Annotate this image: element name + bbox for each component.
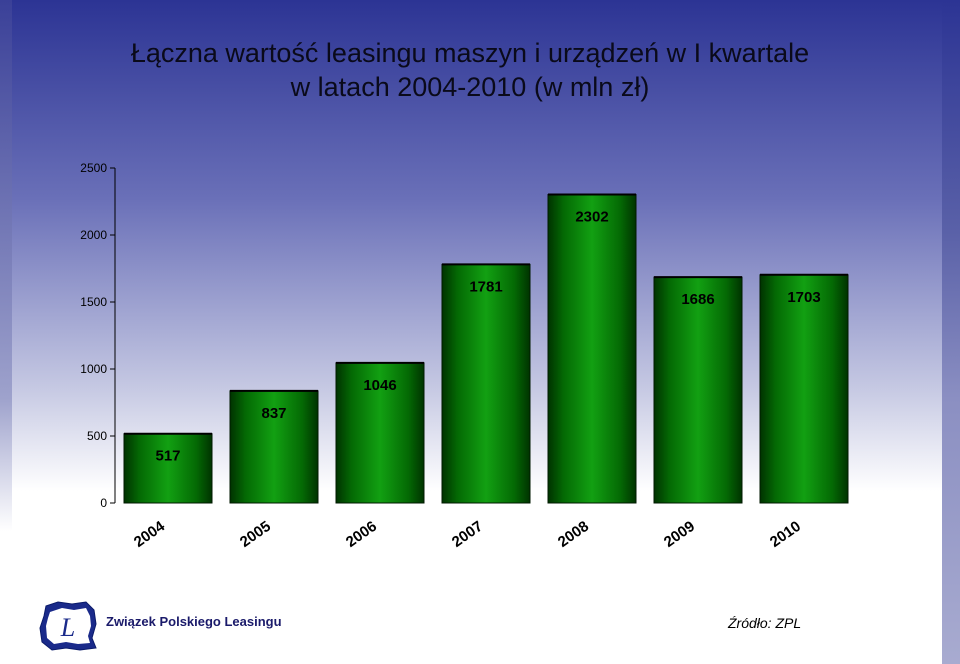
x-tick-label-2005: 2005 <box>237 518 274 551</box>
x-tick-label-2008: 2008 <box>555 518 592 551</box>
y-tick-label: 0 <box>100 496 107 510</box>
bar-2010 <box>759 274 849 504</box>
value-label-2010: 1703 <box>787 289 820 306</box>
value-label-2007: 1781 <box>469 278 502 295</box>
source-note: Źródło: ZPL <box>728 615 802 631</box>
value-label-2006: 1046 <box>363 377 396 394</box>
bar-2008 <box>547 194 637 504</box>
x-tick-label-2007: 2007 <box>449 518 486 551</box>
value-label-2005: 837 <box>261 405 286 422</box>
x-tick-label-2004: 2004 <box>131 517 169 550</box>
chart-title-line1: Łączna wartość leasingu maszyn i urządze… <box>130 38 810 68</box>
y-tick-label: 1500 <box>80 295 107 309</box>
bar-2004 <box>123 433 213 504</box>
y-tick-label: 1000 <box>80 362 107 376</box>
y-tick-label: 2000 <box>80 228 107 242</box>
bar-2006 <box>335 362 425 504</box>
chart-title: Łączna wartość leasingu maszyn i urządze… <box>0 36 940 104</box>
logo-letter: L <box>60 613 75 642</box>
bar-2005 <box>229 390 319 504</box>
left-decor-strip <box>0 0 12 664</box>
org-name: Związek Polskiego Leasingu <box>106 614 282 629</box>
right-decor-strip <box>942 0 960 664</box>
x-tick-label-2010: 2010 <box>767 518 804 551</box>
bar-2007 <box>441 263 531 504</box>
value-label-2004: 517 <box>155 448 180 465</box>
x-tick-label-2009: 2009 <box>661 518 698 551</box>
bar-2009 <box>653 276 743 504</box>
x-tick-label-2006: 2006 <box>343 518 380 551</box>
y-tick-label: 500 <box>87 429 107 443</box>
chart-title-line2: w latach 2004-2010 (w mln zł) <box>290 72 650 102</box>
value-label-2009: 1686 <box>681 291 714 308</box>
zpl-logo-icon: L <box>39 601 97 651</box>
y-tick-label: 2500 <box>80 161 107 175</box>
value-label-2008: 2302 <box>575 209 608 226</box>
